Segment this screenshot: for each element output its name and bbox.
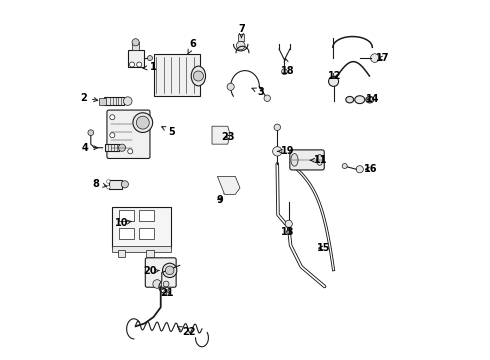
- Bar: [139, 228, 153, 239]
- Circle shape: [236, 41, 245, 50]
- Text: 18: 18: [281, 58, 295, 76]
- Bar: [109, 180, 122, 189]
- FancyBboxPatch shape: [290, 150, 324, 170]
- Circle shape: [119, 144, 125, 151]
- Text: 21: 21: [160, 288, 174, 298]
- Ellipse shape: [346, 96, 354, 103]
- Circle shape: [356, 166, 364, 173]
- Circle shape: [136, 116, 149, 129]
- Bar: [120, 228, 134, 239]
- Text: 22: 22: [177, 327, 196, 337]
- Circle shape: [88, 130, 94, 135]
- Text: 6: 6: [188, 39, 196, 54]
- Bar: [139, 211, 153, 221]
- Bar: [112, 246, 172, 252]
- FancyBboxPatch shape: [146, 258, 176, 287]
- Text: 3: 3: [252, 87, 265, 97]
- Circle shape: [137, 62, 142, 67]
- Text: 7: 7: [238, 24, 245, 37]
- Ellipse shape: [163, 263, 177, 278]
- Text: 2: 2: [80, 93, 98, 103]
- Circle shape: [163, 281, 169, 287]
- Circle shape: [110, 115, 115, 120]
- Ellipse shape: [133, 113, 153, 132]
- Circle shape: [329, 76, 339, 86]
- Circle shape: [132, 39, 139, 46]
- Text: 20: 20: [143, 266, 160, 276]
- Bar: [105, 144, 120, 151]
- Bar: [153, 54, 200, 96]
- Ellipse shape: [317, 154, 323, 165]
- Text: 23: 23: [221, 132, 235, 142]
- Ellipse shape: [291, 154, 298, 166]
- Text: 4: 4: [81, 143, 98, 153]
- Circle shape: [166, 266, 174, 275]
- Circle shape: [122, 181, 128, 188]
- Circle shape: [282, 69, 287, 75]
- Text: 9: 9: [217, 195, 223, 205]
- Polygon shape: [218, 176, 240, 194]
- Text: 19: 19: [278, 146, 294, 156]
- Bar: [147, 250, 153, 257]
- Circle shape: [107, 185, 110, 189]
- Bar: [118, 250, 125, 257]
- Text: 12: 12: [328, 71, 342, 81]
- Circle shape: [123, 97, 132, 105]
- Circle shape: [285, 220, 293, 227]
- Text: 10: 10: [115, 218, 131, 228]
- Text: 17: 17: [376, 53, 390, 63]
- Text: 14: 14: [366, 94, 379, 104]
- Circle shape: [274, 124, 280, 131]
- Circle shape: [110, 133, 115, 138]
- Circle shape: [342, 163, 347, 168]
- Circle shape: [129, 62, 135, 67]
- Circle shape: [128, 149, 133, 154]
- Bar: [112, 207, 172, 248]
- Ellipse shape: [191, 66, 205, 86]
- Polygon shape: [212, 126, 230, 144]
- Bar: [104, 97, 124, 105]
- Circle shape: [227, 83, 234, 90]
- Text: 5: 5: [162, 127, 175, 136]
- Text: 11: 11: [311, 155, 327, 165]
- Circle shape: [370, 54, 379, 62]
- Ellipse shape: [355, 96, 365, 104]
- Bar: [128, 50, 144, 67]
- Text: 13: 13: [281, 227, 295, 237]
- Bar: [99, 98, 105, 105]
- Circle shape: [264, 95, 270, 102]
- Circle shape: [147, 55, 152, 60]
- Ellipse shape: [366, 96, 374, 103]
- Bar: [238, 35, 244, 41]
- Text: 16: 16: [364, 164, 377, 174]
- Bar: [132, 42, 139, 50]
- Circle shape: [107, 180, 110, 183]
- Bar: [120, 211, 134, 221]
- FancyBboxPatch shape: [107, 110, 150, 158]
- Text: 15: 15: [317, 243, 331, 253]
- Text: 8: 8: [92, 179, 107, 189]
- Circle shape: [153, 280, 161, 288]
- Circle shape: [164, 290, 170, 296]
- Text: 1: 1: [143, 62, 157, 72]
- Circle shape: [194, 71, 203, 81]
- Circle shape: [272, 147, 282, 156]
